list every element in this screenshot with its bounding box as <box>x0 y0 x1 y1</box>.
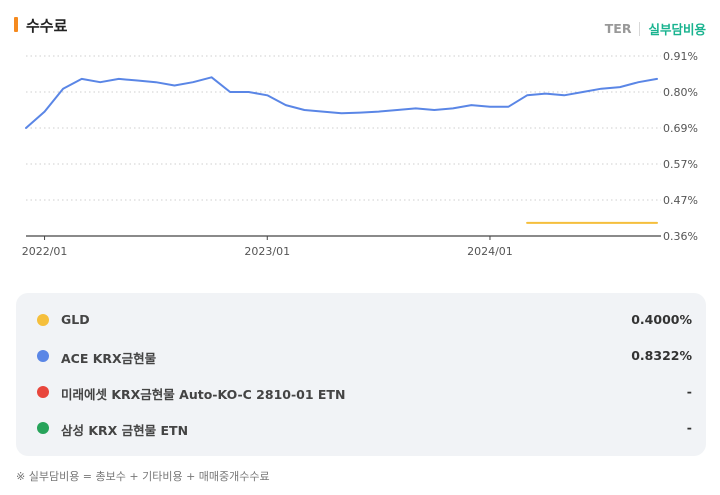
series-line-ace-krx금현물 <box>25 76 658 129</box>
y-axis: 0.91% 0.80% 0.69% 0.57% 0.47% 0.36% <box>663 50 698 243</box>
mirae-etn-color-dot <box>37 386 49 398</box>
x-axis: 2022/01 2023/01 2024/01 <box>22 235 661 258</box>
legend-item-samsung-etn[interactable]: 삼성 KRX 금현물 ETN - <box>16 411 706 447</box>
metric-toggle: TER 실부담비용 <box>605 19 706 38</box>
gld-color-dot <box>37 314 49 326</box>
legend-item-name: GLD <box>61 312 90 327</box>
legend-item-mirae-etn[interactable]: 미래에셋 KRX금현물 Auto-KO-C 2810-01 ETN - <box>16 375 706 411</box>
y-tick-label: 0.91% <box>663 50 698 63</box>
ter-toggle-button[interactable]: TER <box>604 21 632 36</box>
legend-item-value: 0.8322% <box>631 348 692 363</box>
legend-item-gld[interactable]: GLD 0.4000% <box>16 303 706 339</box>
samsung-etn-color-dot <box>37 422 49 434</box>
title-accent-bar <box>14 17 18 32</box>
y-tick-label: 0.80% <box>663 86 698 99</box>
fee-line-chart: 0.91%0.80%0.69%0.57%0.47%0.36% 2022/01 20… <box>22 50 698 258</box>
ace-krx-color-dot <box>37 350 49 362</box>
legend-item-value: 0.4000% <box>631 312 692 327</box>
legend-item-value: - <box>686 384 692 399</box>
legend-item-name: 미래에셋 KRX금현물 Auto-KO-C 2810-01 ETN <box>61 387 346 402</box>
section-header: 수수료 TER 실부담비용 <box>14 14 706 38</box>
y-tick-label: 0.36% <box>663 230 698 243</box>
y-tick-label: 0.47% <box>663 194 698 207</box>
cost-footnote: ※ 실부담비용 = 총보수 + 기타비용 + 매매중개수수료 <box>16 470 270 483</box>
y-tick-label: 0.69% <box>663 122 698 135</box>
x-tick-label: 2022/01 <box>22 245 68 258</box>
x-tick-label: 2024/01 <box>467 245 513 258</box>
chart-series <box>25 76 658 224</box>
legend-item-name: ACE KRX금현물 <box>61 351 157 366</box>
x-tick-label: 2023/01 <box>244 245 290 258</box>
chart-grid <box>26 55 661 201</box>
section-title: 수수료 <box>26 17 68 35</box>
real-cost-toggle-button[interactable]: 실부담비용 <box>648 22 706 37</box>
legend-item-name: 삼성 KRX 금현물 ETN <box>61 423 189 438</box>
y-tick-label: 0.57% <box>663 158 698 171</box>
legend-item-value: - <box>686 420 692 435</box>
legend-item-ace-krx[interactable]: ACE KRX금현물 0.8322% <box>16 339 706 375</box>
toggle-divider <box>639 21 641 36</box>
legend-panel: GLD 0.4000% ACE KRX금현물 0.8322% 미래에셋 KRX금… <box>16 293 706 456</box>
